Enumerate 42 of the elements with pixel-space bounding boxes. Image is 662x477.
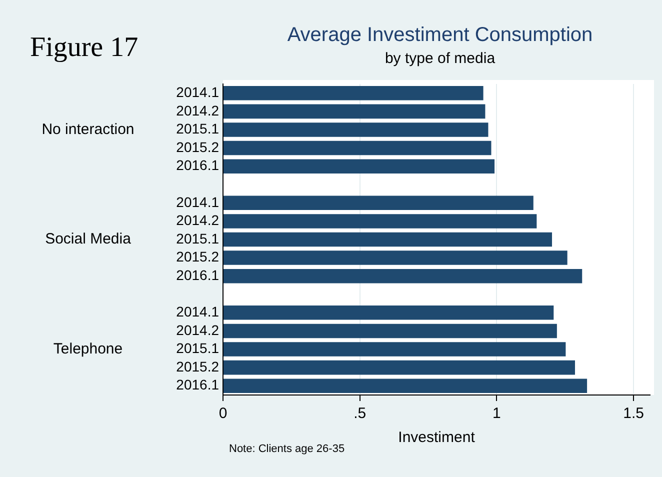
y-tick-label: 2015.2 (176, 358, 220, 374)
x-tick-label: 1.5 (623, 405, 644, 422)
y-tick-label: 2015.2 (176, 248, 220, 265)
y-tick-label: 2016.1 (176, 266, 220, 283)
y-tick-label: 2015.1 (176, 230, 220, 246)
bar (224, 342, 566, 356)
bar (224, 378, 588, 393)
x-tick-label: .5 (354, 405, 366, 422)
bar (224, 159, 495, 174)
chart-subtitle: by type of media (384, 50, 496, 67)
bar (224, 324, 557, 338)
caption: Figure 17 (30, 32, 138, 64)
y-tick-label: 2014.1 (176, 304, 220, 320)
x-axis-title: Investiment (398, 429, 476, 446)
bar (224, 268, 582, 284)
y-tick-label: 2014.2 (176, 102, 220, 118)
y-tick-label: 2014.2 (176, 322, 220, 338)
text: Note: Clients age 26-35 (229, 443, 345, 455)
text: Social Media (45, 230, 132, 248)
text: No interaction (42, 120, 134, 138)
y-tick-label: 2015.2 (176, 138, 220, 155)
bar (224, 140, 492, 156)
x-tick-label: 1 (492, 405, 501, 422)
y-tick-label: 2016.1 (176, 376, 220, 393)
bar (224, 232, 552, 247)
bar (224, 86, 484, 100)
bar (224, 250, 568, 265)
y-tick-label: 2016.1 (176, 157, 220, 174)
y-tick-label: 2015.1 (176, 120, 220, 137)
bar (224, 360, 575, 375)
bar (224, 306, 554, 320)
x-tick-label: 0 (218, 405, 228, 422)
bar (224, 196, 534, 210)
bar (224, 104, 486, 119)
y-tick-label: 2014.1 (176, 84, 220, 100)
bar (224, 214, 537, 228)
y-tick-label: 2014.1 (176, 194, 220, 210)
bar (224, 122, 488, 137)
chart-title: Average Investiment Consumption (286, 24, 594, 47)
y-tick-label: 2014.2 (176, 212, 220, 228)
text: Telephone (53, 340, 123, 358)
y-tick-label: 2015.1 (176, 340, 220, 356)
